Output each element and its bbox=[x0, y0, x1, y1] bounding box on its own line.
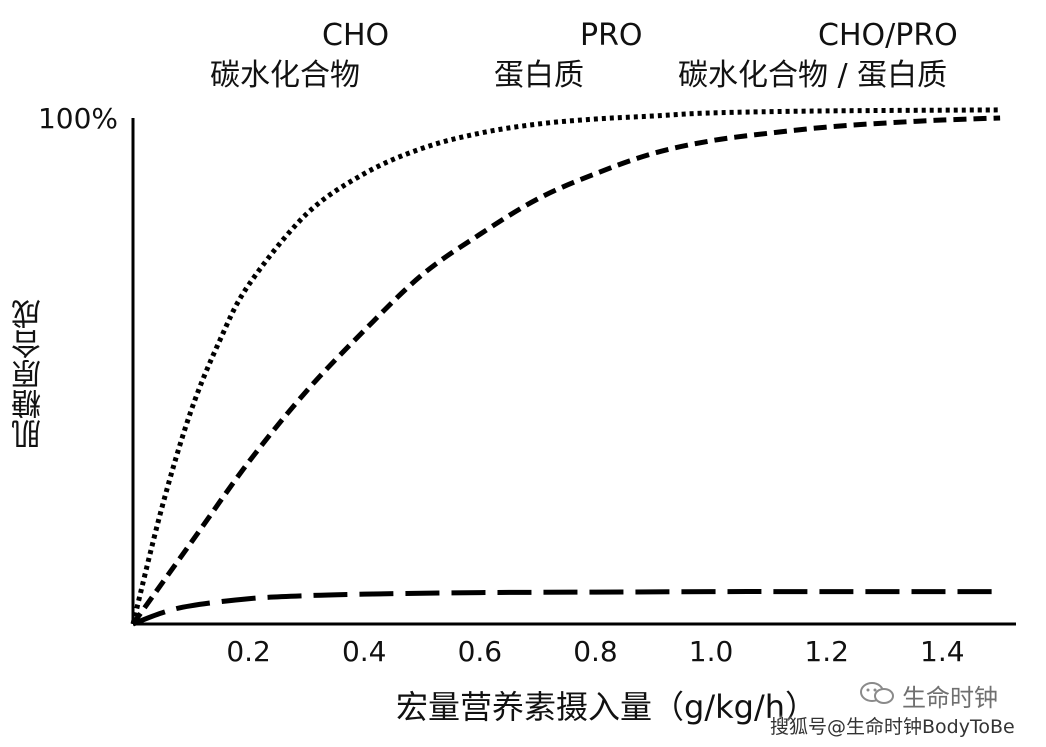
wechat-icon bbox=[860, 682, 894, 704]
legend-label-cho-pro-cn: 碳水化合物 / 蛋白质 bbox=[678, 58, 948, 93]
y-tick-labels: 100% bbox=[38, 102, 118, 135]
legend-label-pro-cn: 蛋白质 bbox=[494, 58, 584, 93]
x-tick-label: 0.6 bbox=[458, 635, 503, 668]
x-axis-label: 宏量营养素摄入量（g/kg/h） bbox=[396, 688, 818, 726]
x-tick-labels: 0.2 0.4 0.6 0.8 1.0 1.2 1.4 bbox=[226, 635, 964, 668]
series-layer bbox=[130, 107, 1001, 627]
y-tick-label: 100% bbox=[38, 102, 118, 135]
x-tick-label: 0.8 bbox=[573, 635, 618, 668]
legend-label-cho-cn: 碳水化合物 bbox=[210, 58, 360, 93]
x-tick-label: 0.4 bbox=[342, 635, 387, 668]
legend-label-cho: CHO bbox=[322, 18, 390, 53]
series-line-pro bbox=[132, 589, 1001, 627]
legend-label-pro: PRO bbox=[580, 18, 643, 53]
x-tick-label: 1.4 bbox=[920, 635, 965, 668]
x-tick-label: 1.2 bbox=[804, 635, 849, 668]
axes bbox=[131, 118, 1016, 626]
series-line-cho bbox=[130, 115, 1001, 626]
x-tick-label: 0.2 bbox=[226, 635, 271, 668]
series-line-cho-pro bbox=[130, 107, 1001, 625]
watermark-brand: 生命时钟 bbox=[902, 684, 998, 712]
x-tick-label: 1.0 bbox=[689, 635, 734, 668]
y-axis-label: 肌糖原合成 bbox=[12, 299, 47, 449]
watermark-source: 搜狐号@生命时钟BodyToBe bbox=[770, 716, 1015, 738]
legend-label-cho-pro: CHO/PRO bbox=[818, 18, 958, 53]
